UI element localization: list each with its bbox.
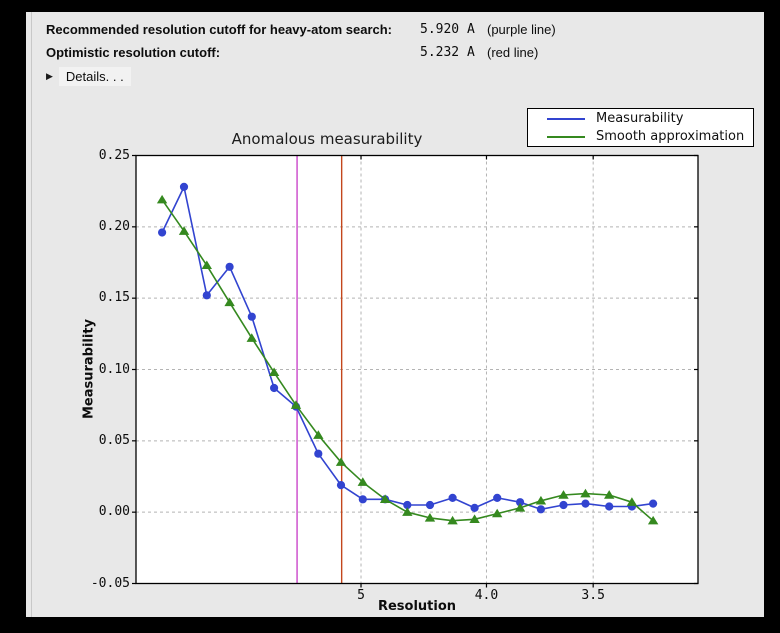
recommended-cutoff-value: 5.920 A — [420, 22, 475, 37]
optimistic-cutoff-value: 5.232 A — [420, 45, 475, 60]
legend-label-measurability: Measurability — [596, 111, 684, 126]
measurability-point — [559, 500, 568, 510]
measurability-point — [536, 505, 546, 514]
smooth-approximation-point — [535, 495, 547, 505]
smooth-approximation-point — [514, 502, 526, 512]
optimistic-cutoff-label: Optimistic resolution cutoff: — [46, 45, 221, 60]
panel-divider — [31, 12, 32, 617]
measurability-point — [581, 499, 590, 508]
smooth-approximation-point — [178, 226, 190, 235]
measurability-line-sample — [547, 117, 585, 120]
smooth-approximation-point — [469, 514, 480, 523]
legend-entry-smooth: Smooth approximation — [528, 128, 753, 146]
measurability-point — [516, 498, 525, 507]
smooth-approximation-point — [424, 512, 436, 522]
recommended-cutoff-note: (purple line) — [487, 22, 556, 37]
measurability-point — [470, 503, 479, 512]
smooth-approximation-point — [246, 333, 257, 342]
x-tick-label: 4.0 — [474, 588, 499, 603]
y-tick-label: -0.05 — [90, 575, 130, 591]
y-tick-label: 0.10 — [98, 361, 130, 377]
y-tick-label: 0.20 — [98, 218, 130, 234]
chart-legend: Measurability Smooth approximation — [527, 108, 754, 147]
disclosure-triangle-icon: ▶ — [46, 71, 53, 82]
smooth-approximation-point — [558, 490, 569, 499]
measurability-point — [403, 500, 412, 510]
smooth-approximation-point — [580, 488, 591, 498]
smooth-approximation-line-sample — [547, 135, 585, 138]
legend-entry-measurability: Measurability — [528, 110, 753, 128]
smooth-approximation-point — [402, 507, 413, 516]
measurability-point — [202, 291, 211, 300]
y-tick-label: 0.00 — [98, 504, 130, 520]
measurability-point — [270, 383, 279, 393]
x-axis-label: Resolution — [377, 599, 457, 614]
smooth-approximation-point — [268, 367, 280, 377]
chart-title: Anomalous measurability — [231, 130, 423, 148]
measurability-point — [336, 481, 346, 490]
smooth-approximation-point — [379, 494, 391, 504]
smooth-approximation-point — [201, 260, 212, 270]
smooth-approximation-point — [357, 477, 369, 486]
measurability-point — [649, 499, 658, 508]
smooth-approximation-point — [156, 194, 168, 204]
measurability-point — [358, 495, 367, 504]
x-tick-label: 5 — [357, 588, 365, 603]
measurability-point — [425, 500, 435, 510]
measurability-point — [158, 228, 167, 237]
x-tick-label: 3.5 — [581, 588, 605, 603]
smooth-approximation-point — [335, 457, 347, 466]
smooth-approximation-point — [290, 400, 302, 409]
legend-label-smooth: Smooth approximation — [596, 129, 745, 144]
smooth-approximation-point — [491, 508, 503, 518]
smooth-approximation-point — [647, 515, 659, 525]
smooth-approximation-point — [603, 490, 615, 499]
y-tick-label: 0.15 — [98, 290, 130, 306]
details-disclosure-button[interactable]: ▶ Details. . . — [46, 66, 131, 87]
smooth-approximation-point — [313, 430, 324, 439]
optimistic-cutoff-note: (red line) — [487, 45, 539, 60]
measurability-point — [247, 312, 256, 321]
measurability-point — [493, 493, 502, 502]
smooth-approximation-point — [224, 297, 235, 307]
measurability-point — [314, 449, 323, 458]
measurability-point — [605, 502, 614, 511]
y-tick-label: 0.25 — [98, 147, 130, 163]
details-label: Details. . . — [58, 67, 131, 86]
measurability-point — [448, 493, 457, 502]
recommended-cutoff-label: Recommended resolution cutoff for heavy-… — [46, 22, 393, 37]
smooth-approximation-point — [626, 497, 638, 506]
measurability-point — [179, 182, 189, 191]
y-tick-label: 0.05 — [98, 432, 130, 448]
measurability-point — [225, 262, 234, 271]
smooth-approximation-point — [447, 515, 458, 525]
